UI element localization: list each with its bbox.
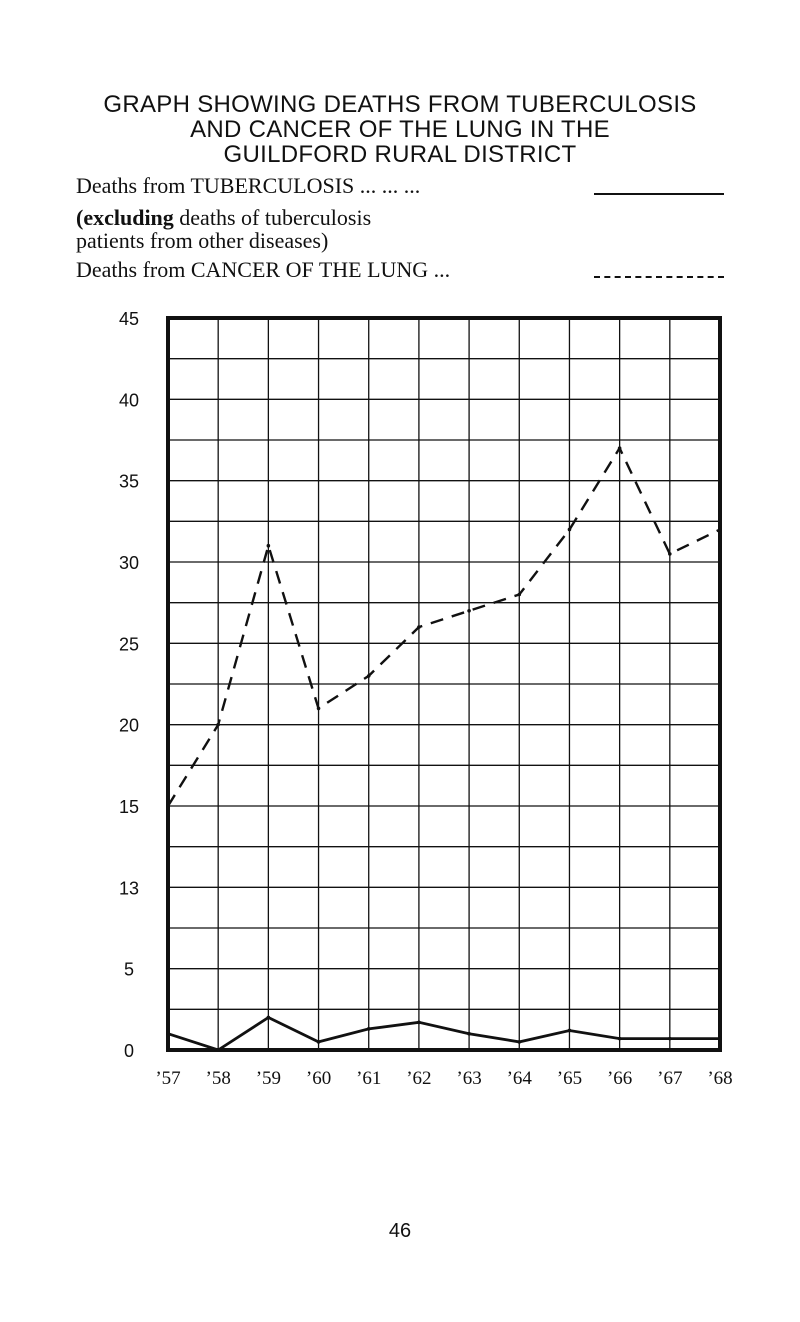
tuberculosis-data-point [216,1048,220,1052]
x-tick-label: ’66 [607,1068,632,1089]
title-line-1: GRAPH SHOWING DEATHS FROM TUBERCULOSIS [103,91,697,118]
page-number: 46 [388,1220,412,1242]
legend-tb-note-rest-1: deaths of tuberculosis [173,205,372,230]
y-tick-label: 45 [119,309,139,329]
legend-cancer-label: Deaths from CANCER OF THE LUNG ... [76,257,451,282]
title-line-3: GUILDFORD RURAL DISTRICT [223,141,577,168]
cancer-data-point [668,552,672,556]
tuberculosis-data-point [266,1015,271,1020]
cancer-data-point [567,527,572,532]
cancer-data-point [417,625,421,629]
cancer-data-point [467,609,471,613]
tuberculosis-data-point [366,1027,371,1031]
legend-tb-note-rest-2: patients from other diseases) [76,228,329,253]
chart-title: GRAPH SHOWING DEATHS FROM TUBERCULOSIS A… [60,92,740,167]
cancer-data-point [718,527,722,532]
cancer-data-point [366,674,371,678]
tuberculosis-data-point [166,1031,170,1036]
y-tick-label: 40 [119,390,139,410]
y-tick-label: 0 [124,1041,134,1061]
legend-tb-note: (excluding deaths of tuberculosis patien… [76,206,371,252]
cancer-data-point [517,592,522,597]
y-tick-label: 5 [124,960,134,980]
cancer-data-point [316,706,321,711]
y-tick-label: 20 [119,716,139,736]
title-line-2: AND CANCER OF THE LUNG IN THE [190,116,610,143]
tuberculosis-data-point [567,1028,572,1033]
plot-frame [166,316,722,1052]
x-tick-label: ’65 [557,1068,582,1089]
tuberculosis-data-point [617,1036,622,1041]
x-tick-label: ’59 [256,1068,281,1089]
y-tick-label: 13 [119,878,139,898]
x-tick-label: ’60 [306,1068,331,1089]
x-tick-label: ’62 [406,1068,431,1089]
legend-tb-solid-line-sample [594,193,724,195]
y-tick-label: 35 [119,472,139,492]
cancer-data-point [166,804,170,808]
x-tick-label: ’57 [155,1068,180,1089]
tuberculosis-data-point [417,1020,421,1025]
cancer-data-point [216,722,220,727]
y-tick-label: 30 [119,553,139,573]
legend-tb-label: Deaths from TUBERCULOSIS ... ... ... [76,173,421,198]
x-tick-label: ’61 [356,1068,381,1089]
x-tick-label: ’63 [456,1068,481,1089]
y-tick-label: 25 [119,634,139,654]
cancer-data-point [617,446,622,450]
x-tick-label: ’58 [206,1068,231,1089]
x-tick-label: ’64 [507,1068,533,1089]
cancer-data-point [266,543,271,548]
tuberculosis-series-line [167,1015,720,1052]
legend-cancer-dashed-line-sample [594,276,724,278]
tuberculosis-data-point [668,1036,672,1041]
legend-tb-note-bold: (excluding [76,205,174,230]
tuberculosis-data-point [467,1031,471,1036]
x-tick-label: ’67 [657,1068,682,1089]
y-tick-label: 15 [119,797,139,817]
cancer-series-line [166,445,721,807]
tuberculosis-data-point [316,1040,321,1044]
tuberculosis-data-point [718,1036,722,1041]
tuberculosis-data-point [517,1040,522,1044]
x-tick-label: ’68 [707,1068,732,1089]
